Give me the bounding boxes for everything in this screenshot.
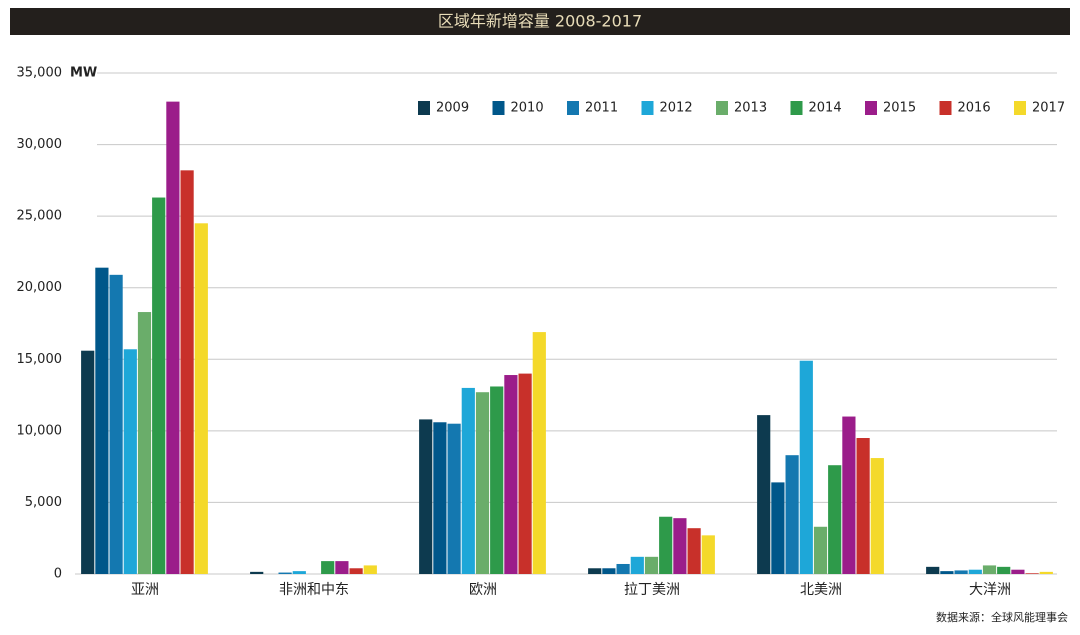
bar (532, 332, 546, 574)
bar (616, 563, 630, 574)
bar (461, 387, 475, 574)
bar (419, 419, 433, 574)
bar (982, 565, 997, 574)
y-tick-label: 5,000 (25, 495, 62, 510)
y-tick-label: 0 (54, 567, 62, 582)
bar (1039, 571, 1053, 574)
bar (842, 416, 856, 574)
bar (954, 570, 968, 574)
legend-swatch (939, 101, 952, 115)
legend-swatch (865, 101, 877, 115)
y-tick-label: 15,000 (17, 352, 63, 367)
bar (152, 197, 166, 574)
bar (504, 375, 518, 574)
x-tick-label: 欧洲 (469, 582, 497, 598)
bar (926, 566, 940, 574)
bar (757, 415, 771, 574)
bar (447, 423, 461, 574)
legend-label: 2011 (585, 101, 618, 116)
bar (518, 373, 532, 574)
legend-swatch (567, 101, 579, 115)
bar (630, 556, 644, 574)
bar (856, 438, 870, 574)
bar (433, 422, 447, 574)
bar (349, 568, 363, 574)
y-tick-label: 20,000 (17, 280, 63, 295)
y-axis-label: MW (70, 66, 97, 81)
bar (250, 571, 264, 574)
bar (1025, 573, 1039, 574)
bar (968, 569, 982, 574)
y-tick-label: 30,000 (17, 137, 63, 152)
bar (602, 568, 616, 574)
bar (123, 349, 137, 574)
x-tick-label: 亚洲 (131, 582, 159, 598)
bar (771, 482, 785, 574)
chart-title: 区域年新增容量 2008-2017 (438, 12, 642, 31)
x-tick-label: 北美洲 (800, 582, 842, 598)
legend-swatch (641, 101, 654, 115)
bar (166, 101, 180, 574)
bar (1011, 569, 1025, 574)
legend-swatch (790, 101, 803, 115)
legend-label: 2013 (734, 101, 767, 116)
y-tick-label: 10,000 (17, 423, 63, 438)
bar (588, 568, 602, 574)
legend-label: 2010 (511, 101, 544, 116)
bar (278, 572, 292, 574)
bar (799, 360, 813, 574)
legend-swatch (1014, 101, 1026, 115)
legend-label: 2009 (436, 101, 469, 116)
bar (363, 565, 377, 574)
bar (490, 386, 504, 574)
x-tick-label: 拉丁美洲 (624, 582, 680, 598)
bar (828, 465, 842, 574)
bar (785, 455, 799, 574)
bar (292, 571, 306, 574)
x-tick-label: 非洲和中东 (279, 582, 349, 598)
bar (194, 223, 208, 575)
legend-label: 2017 (1032, 101, 1065, 116)
legend-label: 2012 (660, 101, 693, 116)
bar (813, 526, 828, 574)
bar (109, 274, 123, 574)
bar (659, 516, 673, 574)
bar (997, 566, 1011, 574)
bar (940, 571, 954, 574)
bar (687, 528, 701, 574)
y-tick-label: 25,000 (17, 209, 63, 224)
legend-swatch (716, 101, 728, 115)
bar (180, 170, 194, 574)
legend-label: 2015 (883, 101, 916, 116)
bar (475, 392, 490, 574)
bar (95, 267, 109, 574)
bar (644, 556, 659, 574)
bar (701, 535, 715, 574)
y-tick-label: 35,000 (17, 66, 63, 81)
legend-label: 2014 (809, 101, 842, 116)
legend-swatch (492, 101, 505, 115)
bar (81, 350, 95, 574)
source: 数据来源：全球风能理事会 (936, 610, 1068, 624)
bar (673, 518, 687, 574)
bar (335, 561, 349, 574)
bar (870, 458, 884, 574)
bar (321, 561, 335, 574)
legend-label: 2016 (958, 101, 991, 116)
title-bar (10, 8, 1070, 35)
bar (137, 312, 152, 574)
x-tick-label: 大洋洲 (969, 582, 1011, 598)
legend-swatch (418, 101, 430, 115)
